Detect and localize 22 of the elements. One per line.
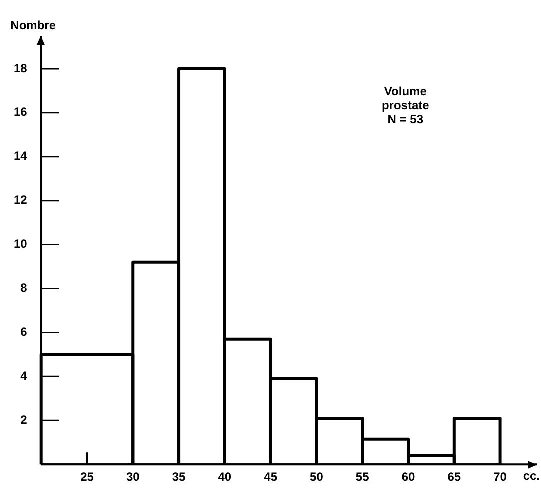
y-axis-title: Nombre (10, 18, 56, 32)
x-axis-title: cc. (523, 468, 540, 483)
x-tick-label: 25 (80, 470, 94, 484)
y-tick-label: 14 (14, 149, 28, 164)
x-tick-label: 65 (448, 470, 462, 484)
annotation: Volume prostate N = 53 (382, 84, 430, 126)
x-tick-label: 55 (356, 470, 370, 484)
x-tick-label: 35 (172, 470, 186, 484)
x-tick-label: 30 (126, 470, 140, 484)
y-tick-label: 2 (20, 412, 28, 427)
y-tick-label: 12 (14, 193, 28, 208)
x-tick-label: 70 (494, 470, 508, 484)
x-tick-label: 45 (264, 470, 278, 484)
x-tick-label: 40 (218, 470, 232, 484)
y-tick-label: 18 (14, 61, 28, 76)
y-tick-label: 6 (20, 325, 28, 340)
x-tick-label: 60 (402, 470, 416, 484)
y-tick-label: 16 (14, 105, 28, 120)
y-tick-label: 4 (20, 368, 28, 383)
y-tick-label: 10 (14, 237, 28, 252)
x-tick-label: 50 (310, 470, 324, 484)
y-tick-label: 8 (20, 281, 28, 296)
